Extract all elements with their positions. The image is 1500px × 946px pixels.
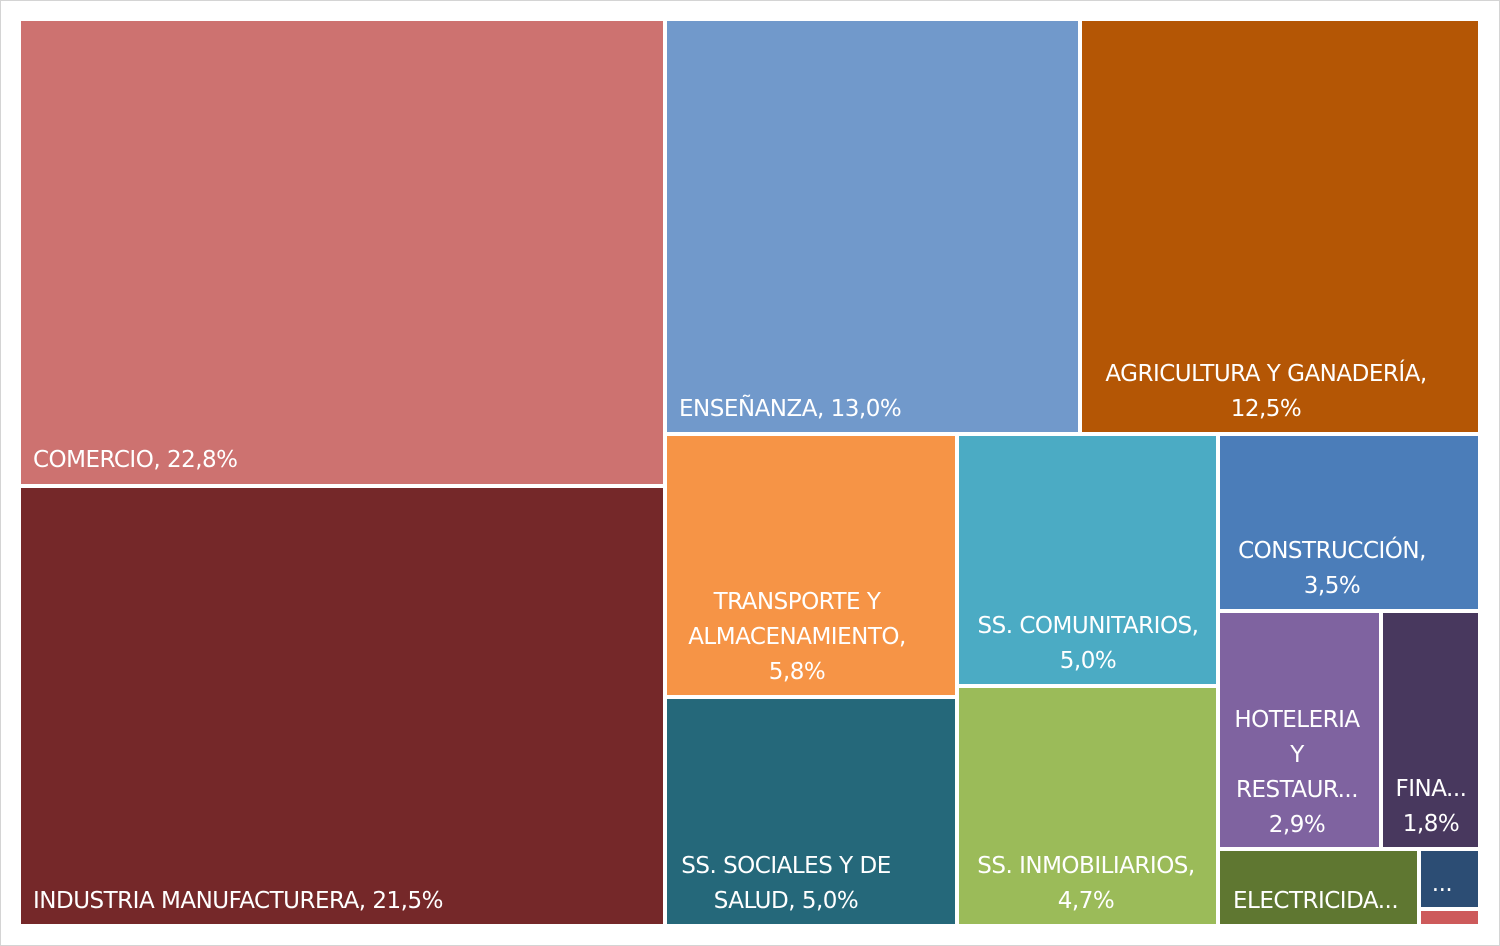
tile-label-line: SS. SOCIALES Y DE bbox=[681, 853, 890, 879]
tile-label-unlabeled: ... bbox=[1432, 871, 1452, 897]
tile-label-line: Y bbox=[1289, 742, 1305, 768]
tile-label-ensenanza: ENSEÑANZA, 13,0% bbox=[679, 394, 901, 422]
tile-label-line: 4,7% bbox=[1058, 888, 1114, 914]
tile-unlabeled-13[interactable] bbox=[1421, 911, 1478, 924]
tile-construccion-8[interactable]: CONSTRUCCIÓN, 3,5% bbox=[1220, 436, 1478, 609]
tile-rect-hoteleria-y-restaur[interactable] bbox=[1220, 613, 1379, 847]
tile-label-electricida: ELECTRICIDA... bbox=[1233, 888, 1398, 914]
tile-label-hoteleria-y-restaur: HOTELERIA Y RESTAUR... 2,9% bbox=[1234, 707, 1360, 838]
tile-ss-sociales-y-de-salud-5[interactable]: SS. SOCIALES Y DE SALUD, 5,0% bbox=[667, 699, 955, 924]
tile-rect-ss-comunitarios[interactable] bbox=[959, 436, 1216, 684]
tile-industria-manufacturera-1[interactable]: INDUSTRIA MANUFACTURERA, 21,5% bbox=[21, 488, 663, 924]
tile-label-line: 12,5% bbox=[1231, 396, 1302, 422]
tile-label-fina: FINA... 1,8% bbox=[1396, 776, 1467, 837]
tile-rect-fina[interactable] bbox=[1383, 613, 1478, 847]
tile-label-line: CONSTRUCCIÓN, bbox=[1238, 536, 1426, 564]
tile-rect-ss-inmobiliarios[interactable] bbox=[959, 688, 1216, 924]
tile-label-line: ELECTRICIDA... bbox=[1233, 888, 1398, 914]
tile-label-line: INDUSTRIA MANUFACTURERA, 21,5% bbox=[33, 888, 443, 914]
tile-label-line: ... bbox=[1432, 871, 1452, 897]
tile-label-line: ENSEÑANZA, 13,0% bbox=[679, 394, 901, 422]
tile-label-agricultura-y-ganaderia: AGRICULTURA Y GANADERÍA, 12,5% bbox=[1105, 359, 1426, 422]
tile-unlabeled-12[interactable]: ... bbox=[1421, 851, 1478, 907]
tile-label-ss-sociales-y-de-salud: SS. SOCIALES Y DE SALUD, 5,0% bbox=[681, 853, 890, 914]
tile-label-line: 1,8% bbox=[1403, 811, 1459, 837]
tile-ss-inmobiliarios-7[interactable]: SS. INMOBILIARIOS, 4,7% bbox=[959, 688, 1216, 924]
tile-label-line: SS. COMUNITARIOS, bbox=[978, 613, 1199, 639]
tile-comercio-0[interactable]: COMERCIO, 22,8% bbox=[21, 21, 663, 484]
tile-rect-construccion[interactable] bbox=[1220, 436, 1478, 609]
tile-label-line: 5,8% bbox=[769, 659, 825, 685]
tile-rect-agricultura-y-ganaderia[interactable] bbox=[1082, 21, 1478, 432]
tile-label-line: 2,9% bbox=[1269, 812, 1325, 838]
tile-label-line: SALUD, 5,0% bbox=[714, 888, 859, 914]
tile-label-line: AGRICULTURA Y GANADERÍA, bbox=[1105, 359, 1426, 387]
tile-label-line: 5,0% bbox=[1060, 648, 1116, 674]
tile-label-transporte-y-almacenamiento: TRANSPORTE Y ALMACENAMIENTO, 5,8% bbox=[688, 589, 906, 685]
tile-label-comercio: COMERCIO, 22,8% bbox=[33, 447, 238, 473]
tile-label-line: TRANSPORTE Y bbox=[713, 589, 882, 615]
tile-label-line: HOTELERIA bbox=[1234, 707, 1360, 733]
tile-rect-comercio[interactable] bbox=[21, 21, 663, 484]
tile-transporte-y-almacenamiento-4[interactable]: TRANSPORTE Y ALMACENAMIENTO, 5,8% bbox=[667, 436, 955, 695]
tile-label-industria-manufacturera: INDUSTRIA MANUFACTURERA, 21,5% bbox=[33, 888, 443, 914]
tile-label-line: FINA... bbox=[1396, 776, 1467, 802]
tile-agricultura-y-ganaderia-3[interactable]: AGRICULTURA Y GANADERÍA, 12,5% bbox=[1082, 21, 1478, 432]
tile-label-line: SS. INMOBILIARIOS, bbox=[977, 853, 1194, 879]
tile-ensenanza-2[interactable]: ENSEÑANZA, 13,0% bbox=[667, 21, 1078, 432]
tile-rect-electricida[interactable] bbox=[1220, 851, 1417, 924]
tile-fina-10[interactable]: FINA... 1,8% bbox=[1383, 613, 1478, 847]
tile-label-line: ALMACENAMIENTO, bbox=[688, 624, 906, 650]
tile-rect-unlabeled[interactable] bbox=[1421, 911, 1478, 924]
tile-label-line: 3,5% bbox=[1304, 573, 1360, 599]
tile-rect-industria-manufacturera[interactable] bbox=[21, 488, 663, 924]
tile-ss-comunitarios-6[interactable]: SS. COMUNITARIOS, 5,0% bbox=[959, 436, 1216, 684]
tile-rect-ensenanza[interactable] bbox=[667, 21, 1078, 432]
tile-label-construccion: CONSTRUCCIÓN, 3,5% bbox=[1238, 536, 1426, 599]
tile-label-line: RESTAUR... bbox=[1236, 777, 1358, 803]
tile-label-ss-comunitarios: SS. COMUNITARIOS, 5,0% bbox=[978, 613, 1199, 674]
tile-electricida-11[interactable]: ELECTRICIDA... bbox=[1220, 851, 1417, 924]
tile-rect-unlabeled[interactable] bbox=[1421, 851, 1478, 907]
tile-rect-ss-sociales-y-de-salud[interactable] bbox=[667, 699, 955, 924]
tile-hoteleria-y-restaur-9[interactable]: HOTELERIA Y RESTAUR... 2,9% bbox=[1220, 613, 1379, 847]
tile-label-ss-inmobiliarios: SS. INMOBILIARIOS, 4,7% bbox=[977, 853, 1194, 914]
tile-label-line: COMERCIO, 22,8% bbox=[33, 447, 238, 473]
tile-rect-transporte-y-almacenamiento[interactable] bbox=[667, 436, 955, 695]
